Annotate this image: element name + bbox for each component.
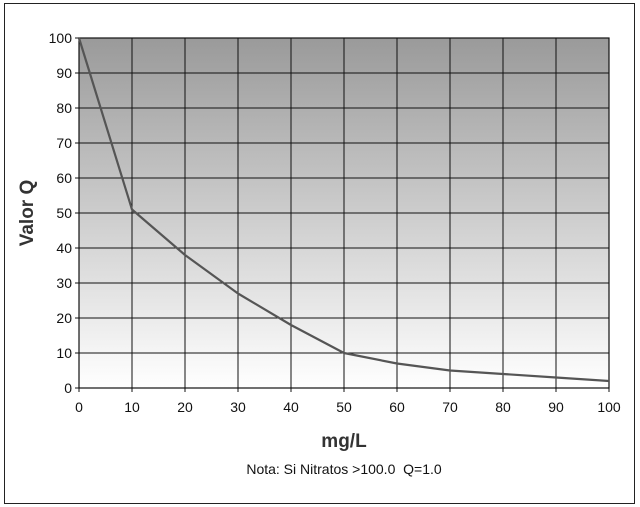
x-axis-title: mg/L: [321, 431, 367, 452]
x-tick-label: 30: [230, 399, 246, 415]
y-tick-label: 40: [56, 240, 72, 256]
y-tick-label: 80: [56, 100, 72, 116]
x-tick-label: 80: [495, 399, 511, 415]
y-tick-label: 10: [56, 345, 72, 361]
y-tick-label: 100: [49, 30, 73, 46]
series-line: [77, 37, 610, 383]
y-tick-label: 50: [56, 205, 72, 221]
x-tick-label: 40: [283, 399, 299, 415]
y-tick-labels: 0 10 20 30 40 50 60 70 80 90 100: [49, 30, 79, 396]
x-tick-label: 100: [597, 399, 621, 415]
y-tick-label: 90: [56, 65, 72, 81]
x-tick-label: 70: [442, 399, 458, 415]
series-layer: [77, 37, 610, 383]
y-tick-label: 70: [56, 135, 72, 151]
x-tick-label: 10: [124, 399, 140, 415]
y-axis-title: Valor Q: [17, 180, 38, 247]
x-tick-label: 0: [75, 399, 83, 415]
x-tick-label: 20: [177, 399, 193, 415]
x-tick-labels: 0 10 20 30 40 50 60 70 80 90 100: [75, 388, 621, 415]
x-tick-label: 90: [548, 399, 564, 415]
x-tick-label: 50: [336, 399, 352, 415]
y-tick-label: 20: [56, 310, 72, 326]
y-tick-label: 60: [56, 170, 72, 186]
note-text: Nota: Si Nitratos >100.0 Q=1.0: [246, 461, 442, 477]
y-tick-label: 30: [56, 275, 72, 291]
x-tick-label: 60: [389, 399, 405, 415]
y-tick-label: 0: [64, 380, 72, 396]
